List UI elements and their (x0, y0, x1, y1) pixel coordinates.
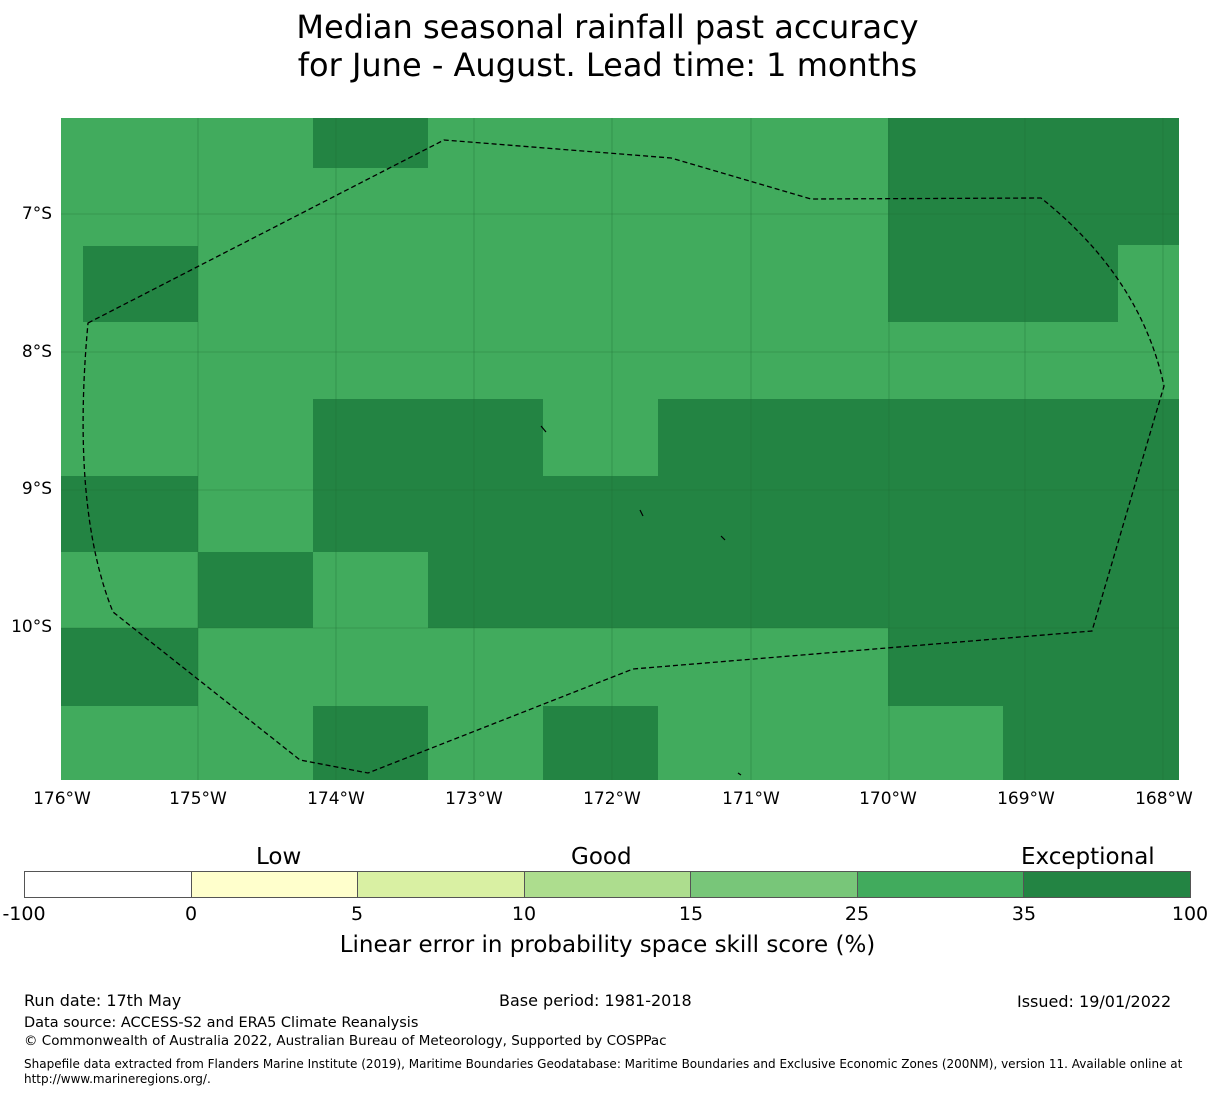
colorbar-segment (857, 872, 1025, 897)
lon-label: 174°W (307, 789, 365, 809)
grid-cell (83, 246, 198, 322)
title-line-1: Median seasonal rainfall past accuracy (296, 8, 919, 46)
run-date: Run date: 17th May (24, 991, 182, 1010)
data-source: Data source: ACCESS-S2 and ERA5 Climate … (24, 1015, 419, 1031)
colorbar-tick: 35 (1011, 903, 1037, 925)
colorbar-tick: 10 (511, 903, 537, 925)
lat-label: 8°S (21, 342, 52, 362)
grid-cell (313, 118, 428, 168)
colorbar-category-exceptional: Exceptional (1021, 844, 1155, 870)
eez-boundary (82, 139, 1165, 774)
grid-cell (658, 399, 1179, 476)
grid-cell (888, 118, 1179, 245)
lon-label: 173°W (445, 789, 503, 809)
colorbar-category-low: Low (256, 844, 302, 870)
skill-map-canvas (61, 118, 1179, 780)
colorbar-segment (1024, 872, 1191, 897)
lat-label: 9°S (21, 479, 52, 499)
colorbar-tick: 5 (350, 903, 364, 925)
colorbar-segment (25, 872, 192, 897)
island (540, 425, 547, 433)
shapefile-credit: Shapefile data extracted from Flanders M… (24, 1057, 1183, 1086)
lon-label: 172°W (583, 789, 641, 809)
colorbar-tick: 15 (678, 903, 704, 925)
colorbar-tick: 25 (844, 903, 870, 925)
grid-cell (428, 552, 1179, 628)
exceptional-cells (61, 118, 1179, 780)
lon-label: 169°W (997, 789, 1055, 809)
title-line-2: for June - August. Lead time: 1 months (297, 46, 918, 84)
island (720, 535, 726, 541)
lon-label: 168°W (1135, 789, 1193, 809)
colorbar-segment (691, 872, 858, 897)
issued-date: Issued: 19/01/2022 (1017, 992, 1172, 1011)
colorbar-segment (191, 872, 359, 897)
colorbar-segment (358, 872, 525, 897)
grid-cell (61, 628, 198, 706)
colorbar-tick: 0 (184, 903, 198, 925)
colorbar-tick: 100 (1171, 903, 1209, 925)
base-period: Base period: 1981-2018 (499, 991, 692, 1010)
map-title: Median seasonal rainfall past accuracy f… (0, 8, 1215, 84)
grid-cell (313, 399, 543, 476)
copyright: © Commonwealth of Australia 2022, Austra… (24, 1033, 667, 1049)
island (737, 772, 742, 776)
graticule (61, 118, 1179, 780)
skill-map (61, 118, 1179, 780)
colorbar-category-good: Good (571, 844, 632, 870)
colorbar (24, 871, 1191, 898)
grid-cell (888, 628, 1179, 706)
grid-cell (198, 552, 313, 628)
grid-cell (61, 476, 198, 552)
grid-cell (1003, 706, 1179, 780)
grid-cell (888, 245, 1118, 322)
colorbar-label: Linear error in probability space skill … (339, 932, 876, 958)
colorbar-tick: -100 (2, 903, 46, 925)
grid-cell (313, 476, 1179, 552)
lon-label: 175°W (169, 789, 227, 809)
colorbar-segment (524, 872, 692, 897)
grid-cell (313, 706, 428, 780)
islands (540, 425, 742, 776)
grid-cell (543, 706, 658, 780)
lon-label: 170°W (859, 789, 917, 809)
island (639, 509, 644, 517)
lon-label: 171°W (722, 789, 780, 809)
lat-label: 7°S (21, 204, 52, 224)
lon-label: 176°W (33, 789, 91, 809)
lat-label: 10°S (11, 617, 52, 637)
